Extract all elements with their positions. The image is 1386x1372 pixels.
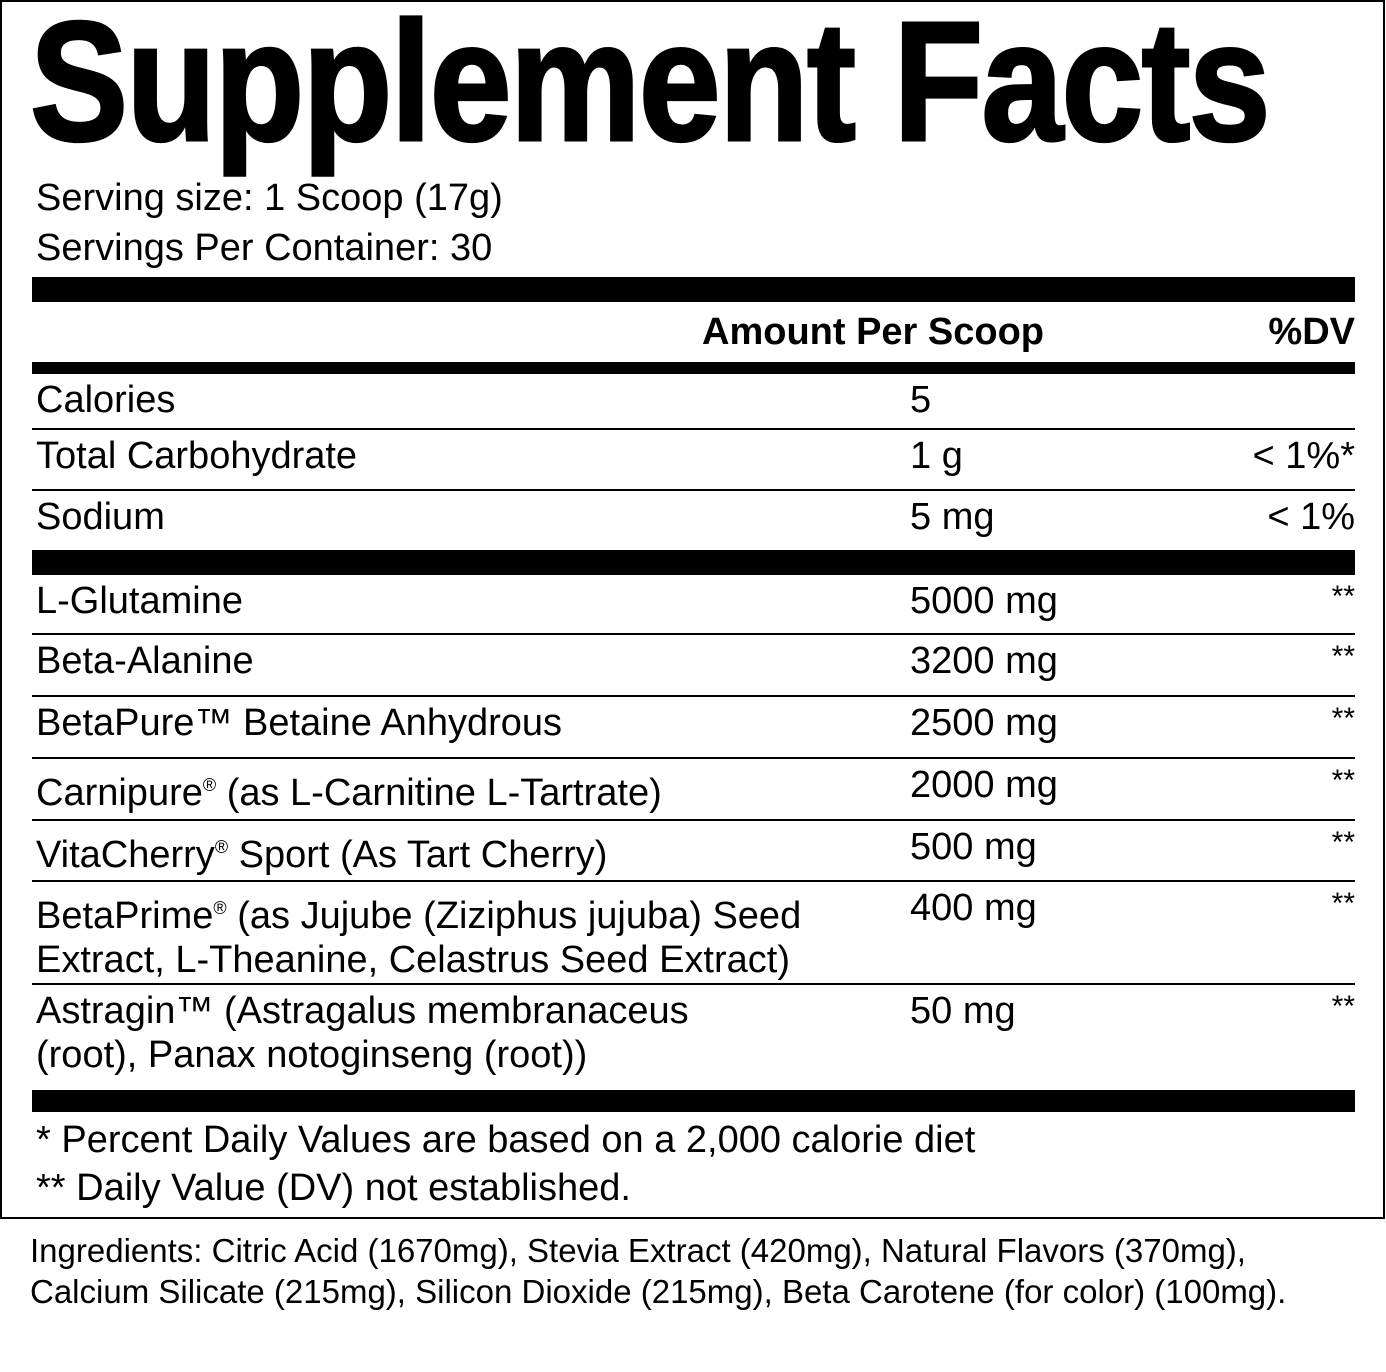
- dv-header: %DV: [1268, 311, 1355, 353]
- ingredient-amount: 2500 mg: [910, 702, 1058, 744]
- ingredient-amount: 2000 mg: [910, 764, 1058, 806]
- ingredient-name: BetaPure™ Betaine Anhydrous: [36, 702, 563, 744]
- ingredient-name: Carnipure® (as L-Carnitine L-Tartrate): [36, 772, 662, 814]
- nutrient-name: Sodium: [36, 496, 165, 538]
- ingredient-dv: **: [1331, 580, 1355, 613]
- ingredient-row: BetaPure™ Betaine Anhydrous 2500 mg **: [32, 697, 1355, 759]
- nutrient-amount: 5 mg: [910, 496, 995, 538]
- thick-divider: [32, 1090, 1355, 1112]
- ingredient-dv: **: [1331, 887, 1355, 920]
- thick-divider: [32, 277, 1355, 302]
- ingredient-row: L-Glutamine 5000 mg **: [32, 575, 1355, 635]
- ingredient-name: BetaPrime® (as Jujube (Ziziphus jujuba) …: [36, 895, 802, 981]
- supplement-facts-panel: [0, 0, 1385, 1219]
- ingredient-dv: **: [1331, 826, 1355, 859]
- thick-divider: [32, 550, 1355, 575]
- ingredient-dv: **: [1331, 990, 1355, 1023]
- ingredient-amount: 3200 mg: [910, 640, 1058, 682]
- panel-title: Supplement Facts: [29, 0, 1272, 177]
- serving-size: Serving size: 1 Scoop (17g): [36, 177, 503, 219]
- footnote-dv: * Percent Daily Values are based on a 2,…: [36, 1119, 976, 1161]
- ingredient-dv: **: [1331, 702, 1355, 735]
- nutrient-row: Total Carbohydrate 1 g < 1%*: [32, 430, 1355, 491]
- nutrient-dv: < 1%: [1267, 496, 1355, 538]
- ingredient-amount: 400 mg: [910, 887, 1037, 929]
- amount-header: Amount Per Scoop: [702, 311, 1045, 353]
- nutrient-amount: 5: [910, 379, 932, 421]
- nutrient-name: Calories: [36, 379, 176, 421]
- ingredient-row: Astragin™ (Astragalus membranaceus (root…: [32, 985, 1355, 1090]
- servings-per-container: Servings Per Container: 30: [36, 227, 493, 269]
- nutrient-row: Calories 5: [32, 374, 1355, 430]
- nutrient-row: Sodium 5 mg < 1%: [32, 491, 1355, 550]
- medium-divider: [32, 362, 1355, 374]
- ingredient-dv: **: [1331, 764, 1355, 797]
- nutrient-dv: < 1%*: [1252, 435, 1355, 477]
- ingredient-row: VitaCherry® Sport (As Tart Cherry) 500 m…: [32, 821, 1355, 882]
- ingredient-dv: **: [1331, 640, 1355, 673]
- ingredient-row: BetaPrime® (as Jujube (Ziziphus jujuba) …: [32, 882, 1355, 985]
- ingredient-amount: 50 mg: [910, 990, 1016, 1032]
- ingredient-name: L-Glutamine: [36, 580, 243, 622]
- ingredient-row: Beta-Alanine 3200 mg **: [32, 635, 1355, 697]
- nutrient-amount: 1 g: [910, 435, 963, 477]
- ingredient-name: VitaCherry® Sport (As Tart Cherry): [36, 834, 608, 876]
- ingredient-amount: 500 mg: [910, 826, 1037, 868]
- ingredient-row: Carnipure® (as L-Carnitine L-Tartrate) 2…: [32, 759, 1355, 821]
- nutrient-name: Total Carbohydrate: [36, 435, 358, 477]
- ingredient-amount: 5000 mg: [910, 580, 1058, 622]
- footnote-not-established: ** Daily Value (DV) not established.: [36, 1167, 631, 1209]
- ingredient-name: Astragin™ (Astragalus membranaceus (root…: [36, 990, 689, 1076]
- ingredient-name: Beta-Alanine: [36, 640, 254, 682]
- other-ingredients: Ingredients: Citric Acid (1670mg), Stevi…: [30, 1232, 1287, 1310]
